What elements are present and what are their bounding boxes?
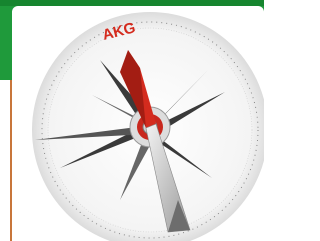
header-edge	[0, 0, 264, 6]
page: {"label": "AKG"}	[0, 0, 264, 241]
screenshot: AKG	[0, 0, 264, 241]
compass	[32, 12, 264, 241]
